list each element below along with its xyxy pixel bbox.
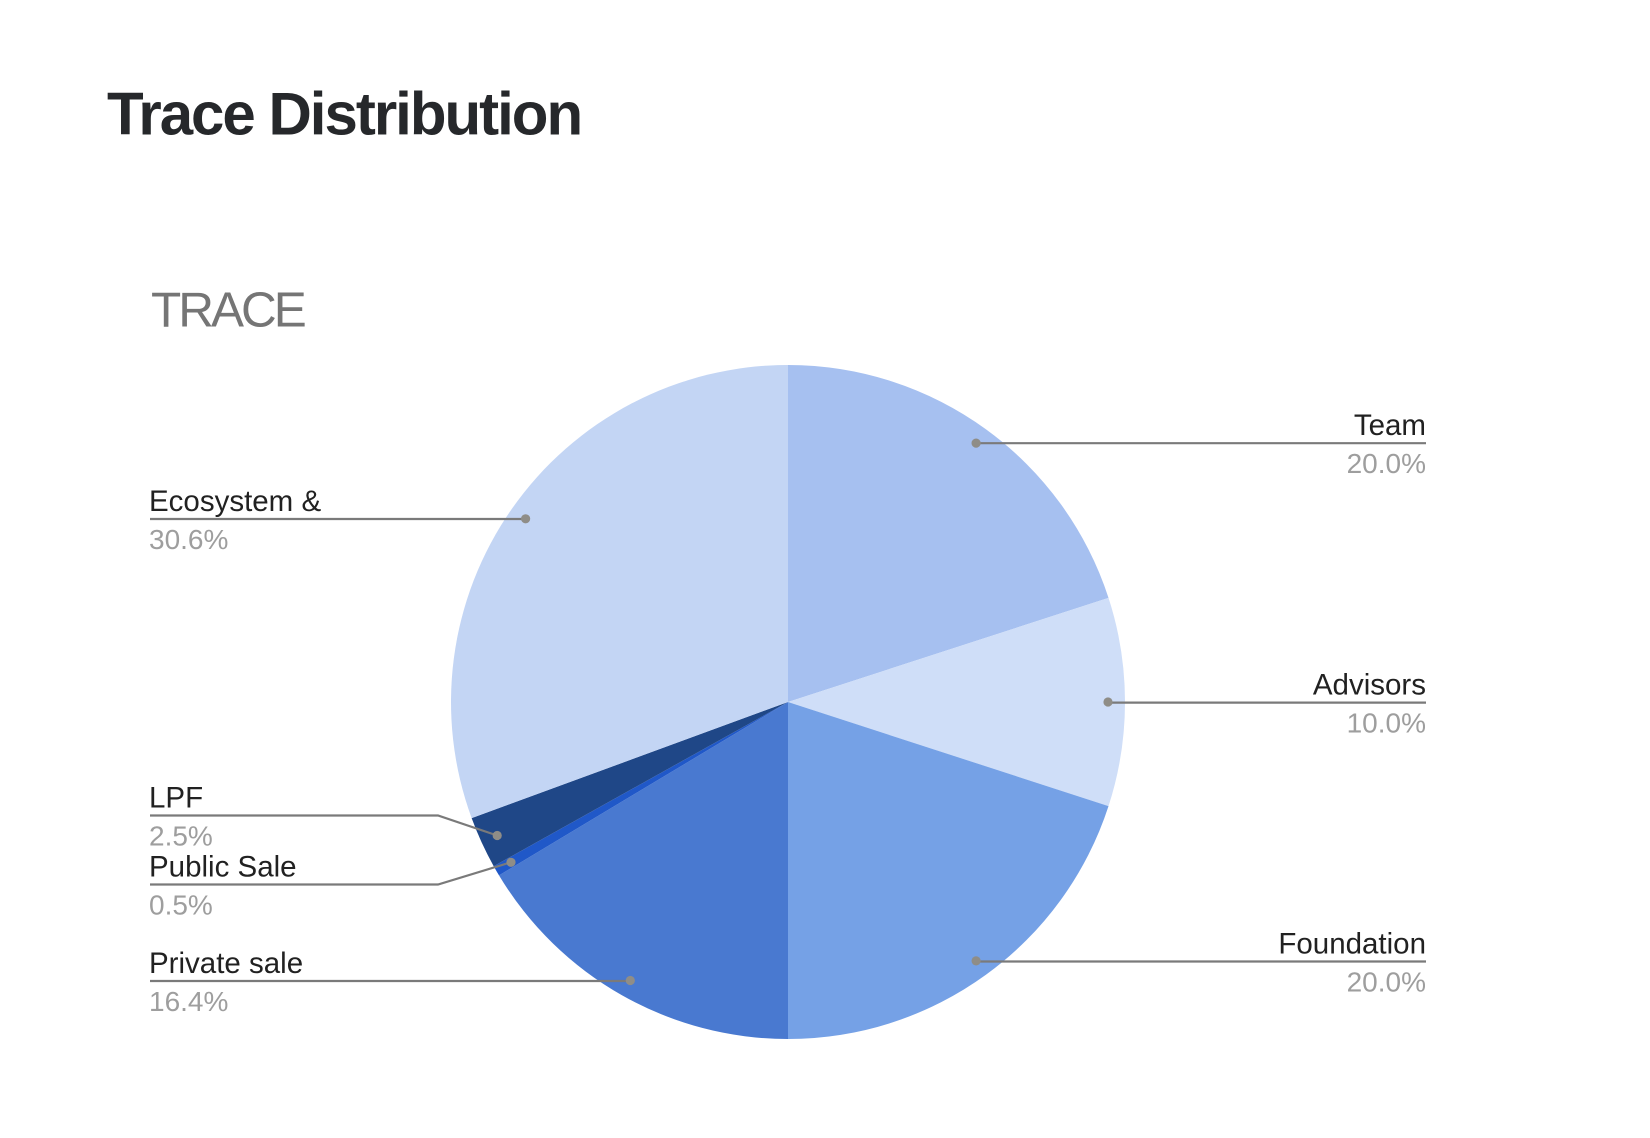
svg-text:TRACE: TRACE — [151, 283, 305, 338]
svg-text:0.5%: 0.5% — [149, 890, 213, 921]
svg-text:20.0%: 20.0% — [1347, 967, 1426, 998]
svg-text:30.6%: 30.6% — [149, 524, 228, 555]
svg-text:Trace Distribution: Trace Distribution — [107, 80, 581, 147]
svg-text:Ecosystem &: Ecosystem & — [149, 485, 321, 518]
svg-text:Foundation: Foundation — [1278, 928, 1426, 961]
svg-text:20.0%: 20.0% — [1347, 448, 1426, 479]
svg-text:Advisors: Advisors — [1313, 669, 1426, 702]
svg-text:10.0%: 10.0% — [1347, 708, 1426, 739]
svg-text:2.5%: 2.5% — [149, 821, 213, 852]
svg-text:LPF: LPF — [149, 782, 203, 815]
svg-text:Team: Team — [1354, 409, 1426, 442]
svg-text:16.4%: 16.4% — [149, 986, 228, 1017]
svg-text:Private sale: Private sale — [149, 947, 303, 980]
svg-text:Public Sale: Public Sale — [149, 851, 297, 884]
